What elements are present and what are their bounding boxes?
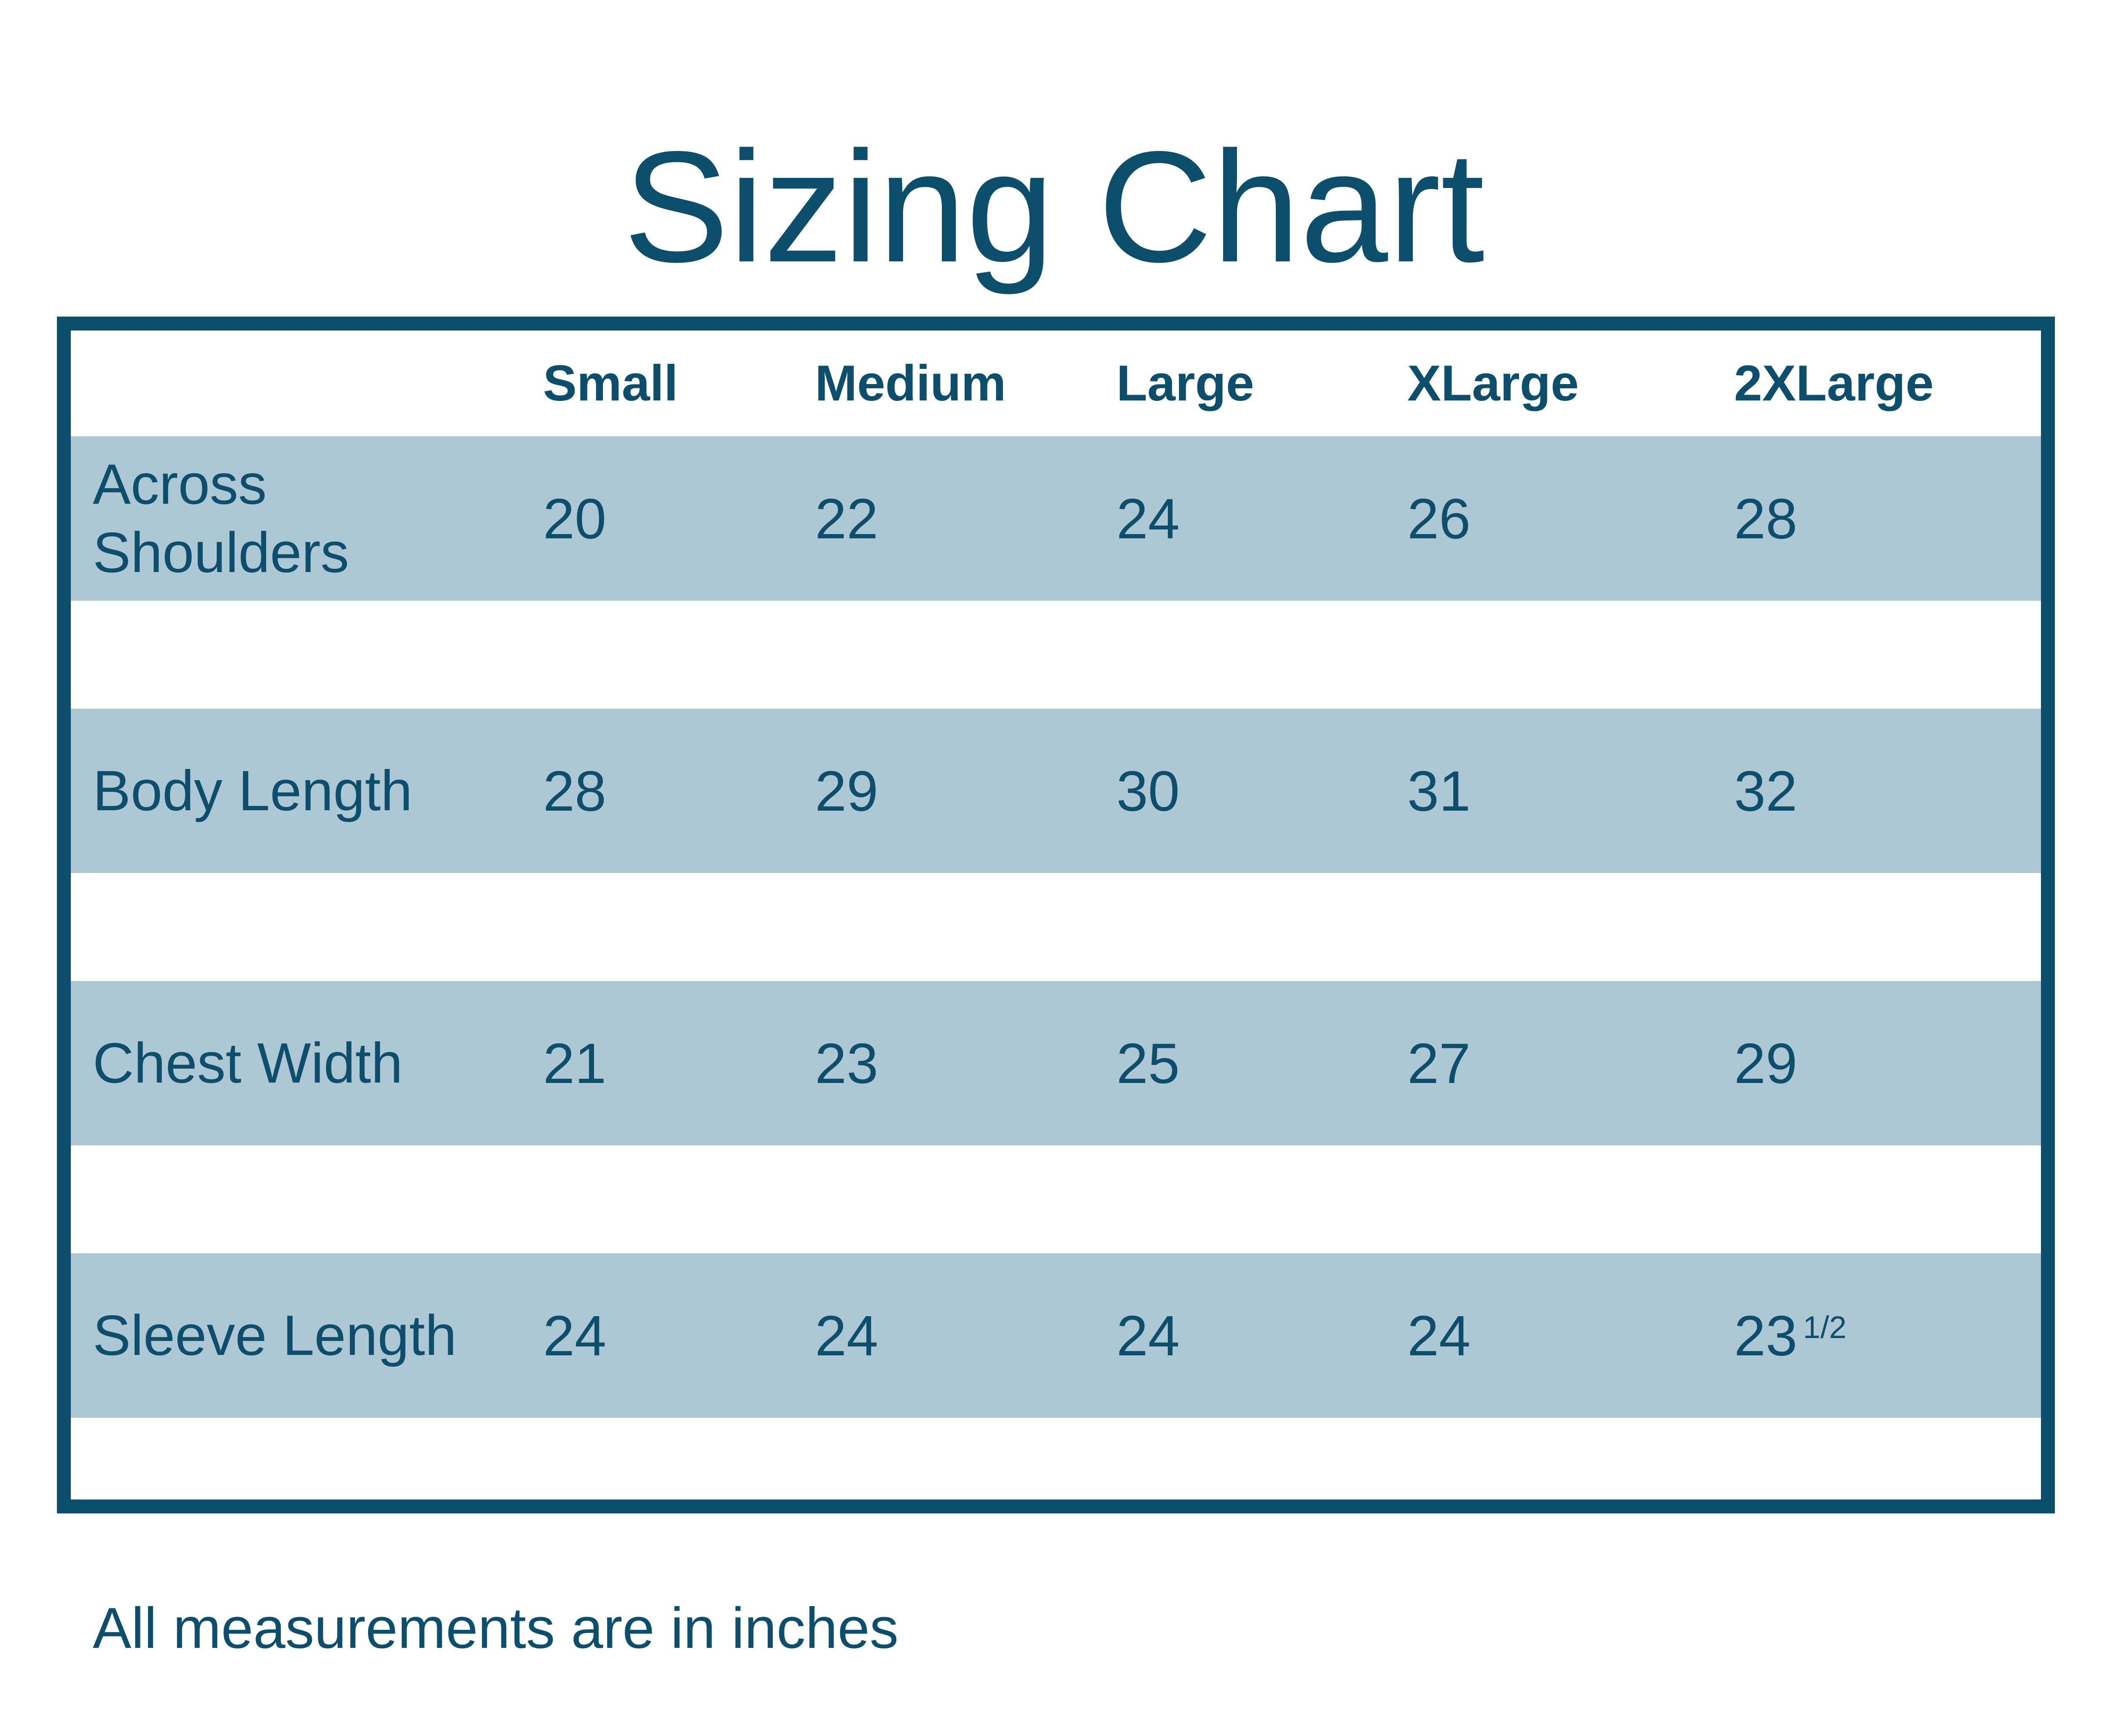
column-header-medium: Medium — [815, 355, 1006, 411]
value-number: 23 — [1734, 1303, 1798, 1368]
table-row-body-length: Body Length 28 29 30 31 32 — [71, 709, 2041, 873]
sizing-table: Small Medium Large XLarge 2XLarge Across… — [57, 317, 2055, 1513]
column-header-small: Small — [543, 355, 678, 411]
value-cell: 32 — [1734, 759, 1798, 823]
value-cell: 30 — [1116, 759, 1180, 823]
column-header-2xlarge: 2XLarge — [1734, 355, 1934, 411]
table-row-sleeve-length: Sleeve Length 24 24 24 24 23 1/2 — [71, 1253, 2041, 1418]
table-row-across-shoulders: Across Shoulders 20 22 24 26 28 — [71, 436, 2041, 601]
page-title: Sizing Chart — [623, 119, 1485, 295]
value-cell: 20 — [543, 486, 607, 551]
value-cell: 27 — [1407, 1031, 1471, 1095]
column-header-large: Large — [1116, 355, 1254, 411]
value-cell: 24 — [815, 1303, 879, 1368]
value-cell: 28 — [1734, 486, 1798, 551]
row-label: Body Length — [93, 759, 413, 822]
table-row-chest-width: Chest Width 21 23 25 27 29 — [71, 981, 2041, 1145]
value-cell: 29 — [815, 759, 879, 823]
row-label: Sleeve Length — [93, 1303, 457, 1367]
column-header-xlarge: XLarge — [1407, 355, 1579, 411]
value-cell: 24 — [1116, 1303, 1180, 1368]
value-cell: 24 — [543, 1303, 607, 1368]
value-cell: 31 — [1407, 759, 1471, 823]
row-label: Chest Width — [93, 1031, 403, 1095]
value-cell: 24 — [1407, 1303, 1471, 1368]
value-fraction: 1/2 — [1803, 1309, 1847, 1345]
measurements-note: All measurements are in inches — [93, 1596, 899, 1661]
table-header-row: Small Medium Large XLarge 2XLarge — [71, 331, 2041, 436]
value-cell: 23 — [815, 1031, 879, 1095]
value-cell: 28 — [543, 759, 607, 823]
value-cell: 24 — [1116, 486, 1180, 551]
value-cell: 21 — [543, 1031, 607, 1095]
value-cell: 25 — [1116, 1031, 1180, 1095]
value-cell: 22 — [815, 486, 879, 551]
value-cell: 29 — [1734, 1031, 1798, 1095]
value-cell: 23 1/2 — [1734, 1303, 2041, 1368]
value-cell: 26 — [1407, 486, 1471, 551]
row-label: Across Shoulders — [93, 452, 349, 584]
